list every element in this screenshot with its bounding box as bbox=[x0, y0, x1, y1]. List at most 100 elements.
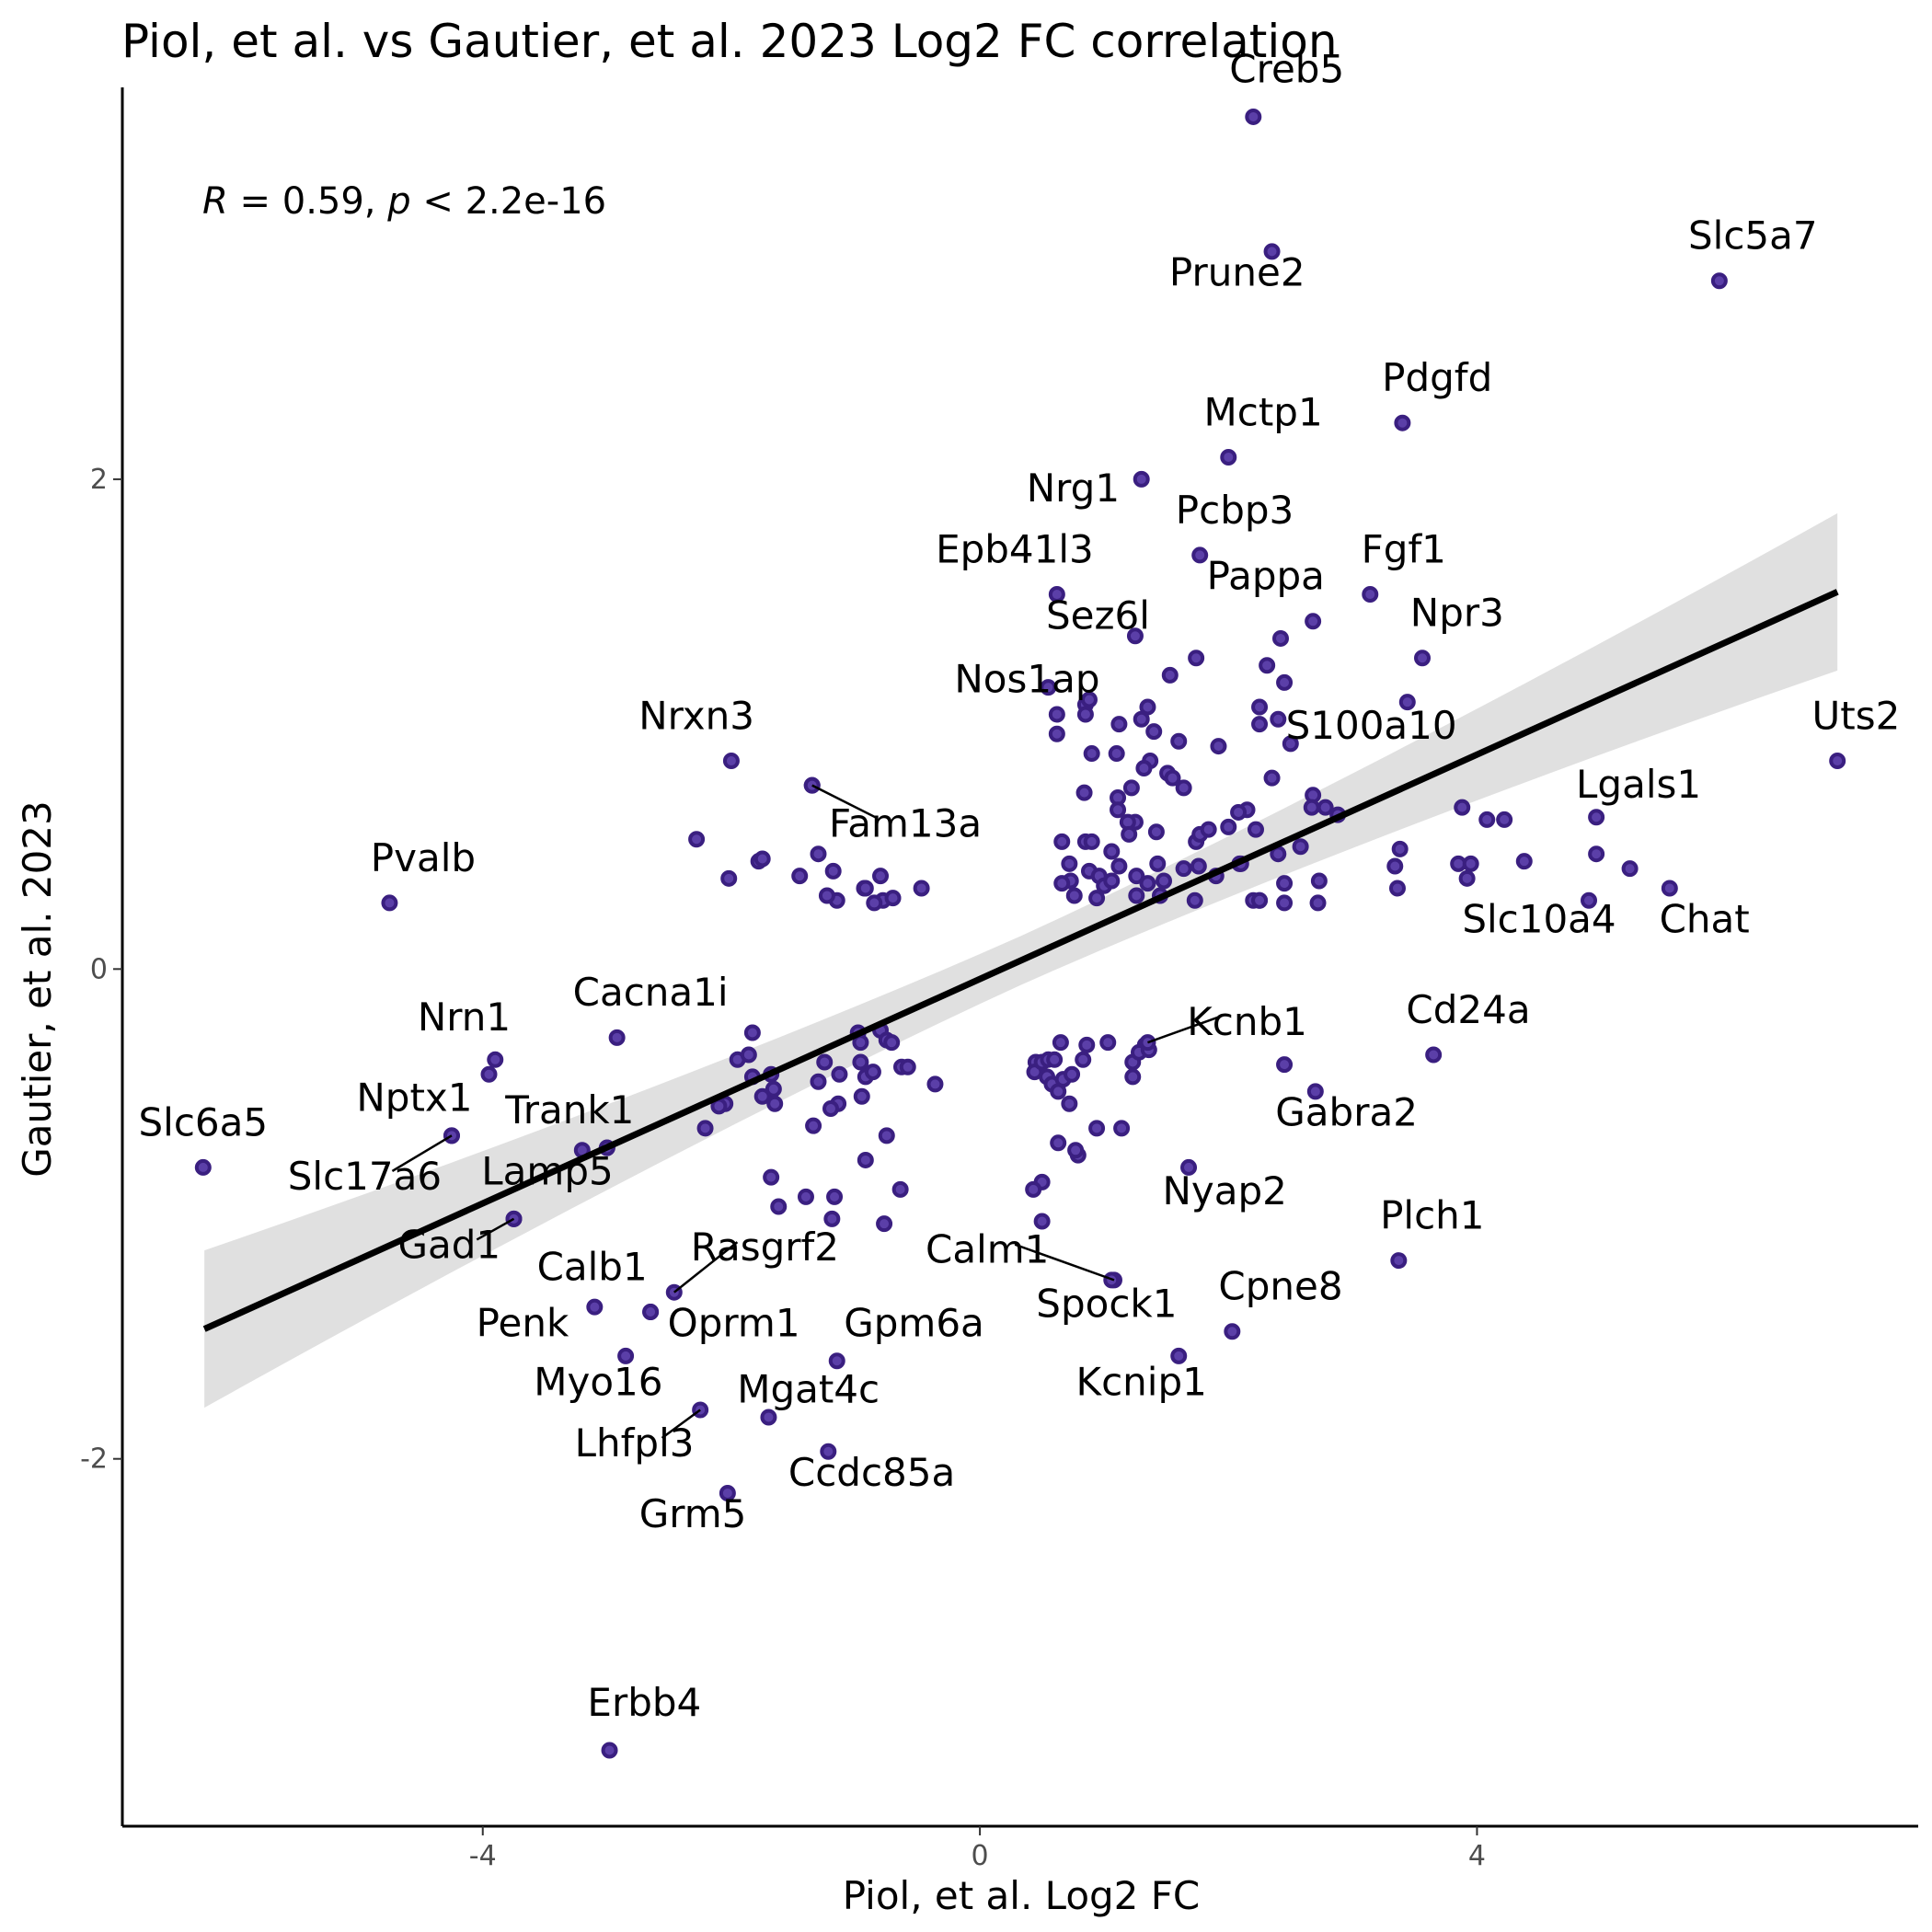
data-point bbox=[1188, 650, 1205, 667]
data-point bbox=[1135, 760, 1153, 777]
gene-label: Mctp1 bbox=[1204, 389, 1323, 434]
gene-label: Gad1 bbox=[397, 1222, 500, 1267]
data-point bbox=[1076, 706, 1094, 723]
data-point bbox=[1075, 784, 1093, 801]
data-point bbox=[381, 894, 398, 912]
label-connector bbox=[811, 784, 879, 820]
gene-label: Creb5 bbox=[1229, 47, 1344, 92]
data-point bbox=[1362, 586, 1379, 604]
data-point bbox=[1276, 1056, 1294, 1074]
data-point bbox=[617, 1347, 635, 1364]
regression-line bbox=[202, 589, 1839, 1332]
gene-label: Trank1 bbox=[504, 1087, 634, 1133]
gene-label: Penk bbox=[477, 1301, 569, 1346]
gene-label: Npr3 bbox=[1410, 591, 1504, 636]
gene-label: Lamp5 bbox=[481, 1149, 613, 1194]
data-point bbox=[810, 1073, 827, 1090]
data-point bbox=[1110, 716, 1128, 733]
data-point bbox=[1122, 779, 1140, 797]
data-point bbox=[1272, 629, 1290, 647]
gene-label: Nrxn3 bbox=[638, 693, 754, 738]
data-point bbox=[824, 862, 842, 880]
gene-label: Uts2 bbox=[1812, 693, 1901, 738]
data-point bbox=[1305, 613, 1322, 630]
data-point bbox=[753, 850, 771, 868]
data-point bbox=[866, 894, 883, 912]
data-point bbox=[1186, 891, 1203, 909]
data-point bbox=[913, 880, 930, 897]
gene-label: Nrg1 bbox=[1027, 466, 1120, 511]
data-point bbox=[696, 1120, 714, 1137]
data-point bbox=[826, 1188, 844, 1205]
data-point bbox=[1251, 716, 1269, 733]
y-tick-label: -2 bbox=[80, 1443, 108, 1476]
gene-label: Slc5a7 bbox=[1688, 213, 1818, 259]
data-point bbox=[1245, 108, 1262, 125]
gene-label: Nos1ap bbox=[954, 657, 1099, 702]
data-point bbox=[1581, 891, 1598, 909]
data-point bbox=[1175, 779, 1192, 797]
gene-label: Pappa bbox=[1207, 554, 1325, 599]
gene-label: Cpne8 bbox=[1218, 1264, 1342, 1309]
data-point bbox=[1052, 1034, 1069, 1052]
data-point bbox=[816, 1053, 834, 1071]
data-point bbox=[1083, 833, 1100, 850]
gene-label: Myo16 bbox=[534, 1359, 662, 1404]
gene-label: Lgals1 bbox=[1576, 762, 1701, 807]
data-point bbox=[1661, 880, 1678, 897]
gene-label: Slc6a5 bbox=[139, 1099, 269, 1144]
data-point bbox=[899, 1058, 916, 1075]
data-point bbox=[1259, 657, 1276, 674]
label-connector bbox=[1014, 1243, 1115, 1282]
data-point bbox=[1156, 872, 1173, 890]
data-point bbox=[1083, 745, 1100, 763]
data-point bbox=[828, 1352, 845, 1370]
y-axis-ticks: -2 0 2 bbox=[80, 464, 122, 1476]
data-point bbox=[1080, 691, 1098, 708]
data-point bbox=[1088, 890, 1106, 907]
gene-label: Kcnip1 bbox=[1076, 1359, 1207, 1404]
x-tick-label: 0 bbox=[972, 1840, 989, 1872]
data-point bbox=[864, 1064, 881, 1081]
gene-label: Ccdc85a bbox=[788, 1450, 955, 1495]
data-point bbox=[1200, 821, 1217, 838]
data-point bbox=[818, 887, 835, 904]
label-connector bbox=[1147, 1016, 1220, 1044]
gene-label: Fam13a bbox=[829, 801, 982, 846]
gene-label: Calm1 bbox=[926, 1227, 1049, 1272]
gene-label: Rasgrf2 bbox=[691, 1225, 839, 1270]
gene-label: S100a10 bbox=[1286, 703, 1457, 748]
data-point bbox=[1251, 698, 1269, 716]
data-point bbox=[1303, 799, 1320, 816]
stat-p-symbol: p bbox=[386, 180, 410, 223]
data-point bbox=[1108, 745, 1125, 763]
data-point bbox=[831, 1065, 848, 1083]
data-point bbox=[1282, 735, 1299, 753]
data-point bbox=[1230, 803, 1248, 821]
data-point bbox=[1170, 732, 1188, 750]
data-point bbox=[1388, 880, 1406, 897]
gene-label: Chat bbox=[1660, 896, 1750, 941]
data-point bbox=[688, 831, 706, 848]
data-point bbox=[1454, 799, 1471, 816]
data-point bbox=[1048, 586, 1065, 604]
data-point bbox=[1040, 679, 1057, 696]
data-point bbox=[1306, 1083, 1324, 1100]
x-axis-title: Piol, et al. Log2 FC bbox=[843, 1873, 1200, 1918]
y-tick-label: 2 bbox=[90, 464, 108, 496]
data-point bbox=[1398, 694, 1416, 711]
data-point bbox=[1175, 860, 1192, 878]
gene-label: Oprm1 bbox=[668, 1301, 800, 1346]
gene-label: Sez6l bbox=[1046, 592, 1150, 638]
data-point bbox=[1386, 857, 1404, 875]
gene-label: Epb41l3 bbox=[936, 526, 1094, 571]
data-point bbox=[853, 1087, 870, 1105]
gene-label: Erbb4 bbox=[587, 1680, 701, 1725]
data-point bbox=[1317, 799, 1334, 816]
data-point bbox=[1414, 650, 1432, 667]
data-point bbox=[891, 1180, 909, 1198]
data-point bbox=[1829, 753, 1846, 770]
data-point bbox=[480, 1065, 498, 1083]
x-tick-label: -4 bbox=[469, 1840, 497, 1872]
data-point bbox=[1050, 1083, 1067, 1100]
